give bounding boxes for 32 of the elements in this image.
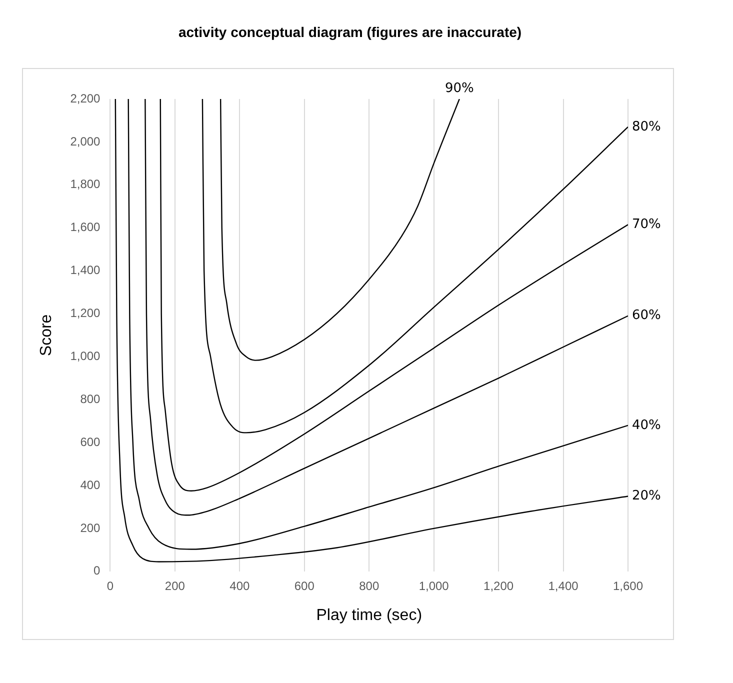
- y-tick-label: 0: [94, 564, 101, 578]
- y-tick-label: 1,600: [70, 220, 101, 234]
- y-tick-label: 2,200: [70, 91, 101, 106]
- y-tick-label: 1,200: [70, 306, 101, 320]
- x-axis-title: Play time (sec): [316, 606, 422, 624]
- series-label: 20%: [632, 488, 661, 504]
- x-tick-label: 0: [106, 578, 114, 593]
- series-label: 40%: [632, 418, 661, 433]
- x-tick-label: 1,000: [418, 578, 450, 593]
- x-tick-label: 1,200: [484, 578, 514, 593]
- y-tick-label: 400: [80, 478, 101, 492]
- series-label: 80%: [632, 119, 661, 134]
- x-tick-label: 800: [359, 578, 380, 593]
- series-label: 90%: [444, 80, 474, 96]
- x-tick-label: 600: [294, 578, 315, 593]
- series-label: 60%: [632, 308, 661, 324]
- series-label: 70%: [632, 216, 661, 232]
- line-series: [202, 99, 628, 434]
- y-axis-title: Score: [38, 314, 56, 356]
- line-series: [220, 99, 460, 361]
- y-tick-label: 1,800: [70, 177, 101, 192]
- x-tick-label: 400: [230, 578, 250, 593]
- y-tick-label: 200: [80, 520, 101, 535]
- y-tick-label: 600: [80, 434, 101, 449]
- y-tick-label: 1,400: [70, 263, 101, 278]
- y-tick-label: 2,000: [70, 134, 101, 148]
- y-tick-label: 800: [80, 392, 101, 406]
- y-tick-label: 1,000: [70, 348, 101, 363]
- x-tick-label: 1,600: [612, 578, 644, 593]
- chart-title: activity conceptual diagram (figures are inaccurate): [177, 24, 523, 40]
- x-tick-label: 1,400: [548, 578, 579, 593]
- x-tick-label: 200: [164, 578, 186, 593]
